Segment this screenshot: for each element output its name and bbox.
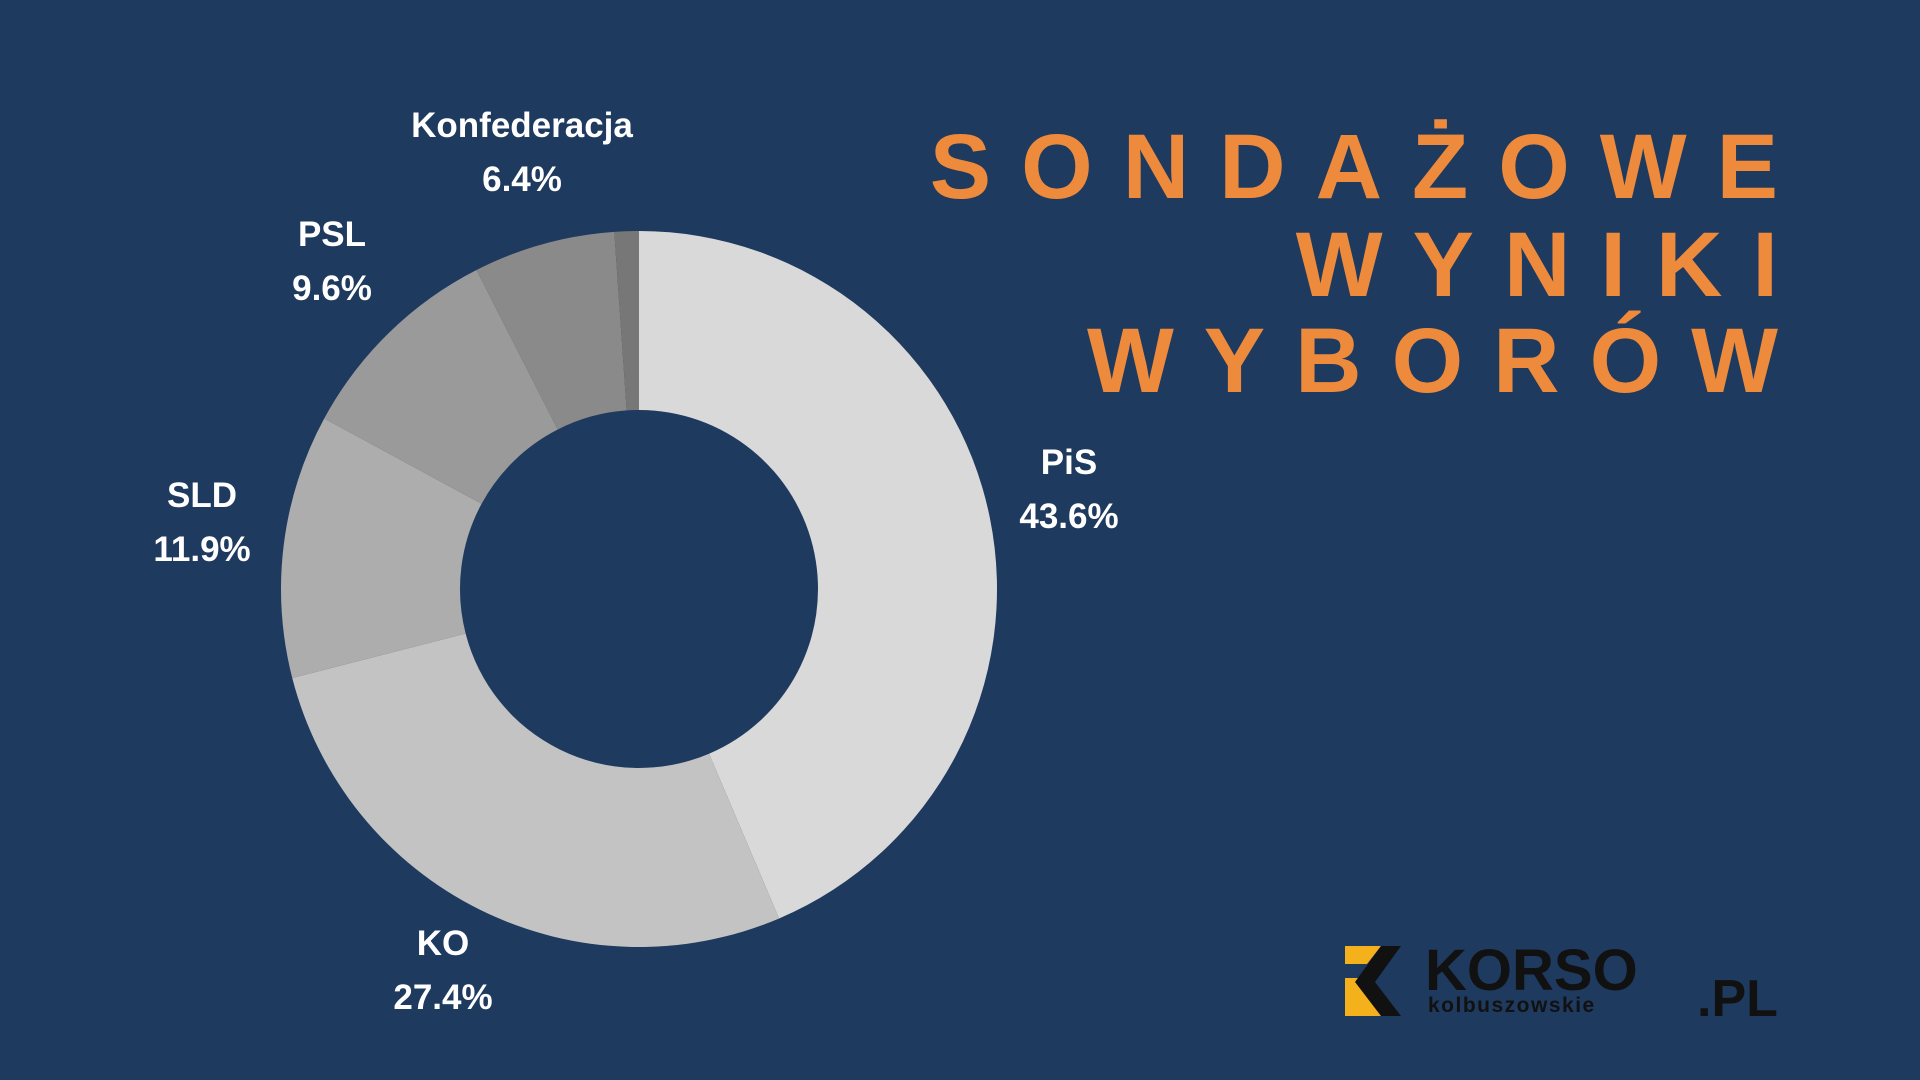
logo-icon [1355,946,1401,1016]
slice-label: PSL [298,215,366,254]
donut-slice [614,231,639,411]
donut-slice [476,231,627,430]
chart-title: WYNIKI [1296,214,1808,316]
donut-slice [324,270,558,504]
donut-slice [292,633,780,947]
slice-value-label: 6.4% [482,160,562,199]
slice-value-label: 27.4% [393,978,492,1017]
slice-value-label: 43.6% [1019,497,1118,536]
logo-name: KORSO [1425,938,1638,1003]
slice-label: PiS [1041,443,1097,482]
slice-value-label: 9.6% [292,269,372,308]
slice-label: KO [417,924,470,963]
chart-title: WYBORÓW [1087,309,1808,412]
logo-domain: .PL [1697,970,1778,1028]
slice-label: SLD [167,476,237,515]
logo: KORSO kolbuszowskie .PL [1345,938,1778,1028]
slice-value-label: 11.9% [153,530,250,569]
slice-label: Konfederacja [411,106,633,145]
logo-subtitle: kolbuszowskie [1428,994,1596,1017]
donut-slice [281,418,482,679]
donut-slice [639,231,997,919]
chart-title: SONDAŻOWE [930,116,1808,218]
